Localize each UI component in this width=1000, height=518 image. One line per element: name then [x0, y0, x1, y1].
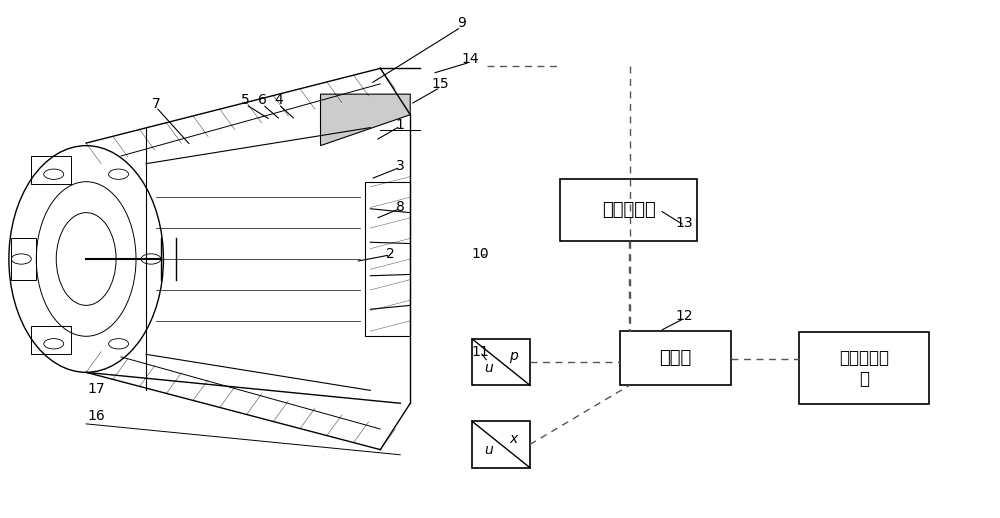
- Text: 伺服驱动器: 伺服驱动器: [602, 201, 656, 219]
- Text: 4: 4: [274, 93, 283, 107]
- Text: p: p: [509, 350, 518, 364]
- Text: 13: 13: [676, 216, 693, 230]
- Bar: [365, 182, 410, 336]
- Text: 5: 5: [241, 93, 250, 107]
- Bar: [560, 179, 697, 241]
- Text: 10: 10: [471, 247, 489, 261]
- Text: 17: 17: [87, 382, 105, 396]
- Text: 3: 3: [396, 159, 405, 173]
- Bar: [620, 331, 731, 385]
- Text: 15: 15: [431, 77, 449, 91]
- Bar: [31, 326, 71, 354]
- Bar: [11, 238, 36, 280]
- Text: 2: 2: [386, 247, 395, 261]
- Text: 11: 11: [471, 345, 489, 359]
- Text: u: u: [484, 361, 493, 375]
- Bar: [472, 421, 530, 468]
- Text: 7: 7: [152, 97, 160, 111]
- Bar: [31, 156, 71, 184]
- Text: 14: 14: [461, 52, 479, 66]
- Text: 9: 9: [457, 16, 466, 30]
- Text: 16: 16: [87, 409, 105, 423]
- Text: 控制器: 控制器: [659, 349, 692, 367]
- Text: 1: 1: [396, 118, 405, 132]
- Text: x: x: [510, 432, 518, 446]
- Text: 8: 8: [396, 200, 405, 214]
- Text: 12: 12: [676, 309, 693, 323]
- Bar: [799, 332, 929, 404]
- Text: u: u: [484, 443, 493, 457]
- Polygon shape: [320, 94, 410, 146]
- Text: 输入控制信
号: 输入控制信 号: [839, 349, 889, 387]
- Text: 6: 6: [258, 93, 267, 107]
- Bar: [472, 339, 530, 385]
